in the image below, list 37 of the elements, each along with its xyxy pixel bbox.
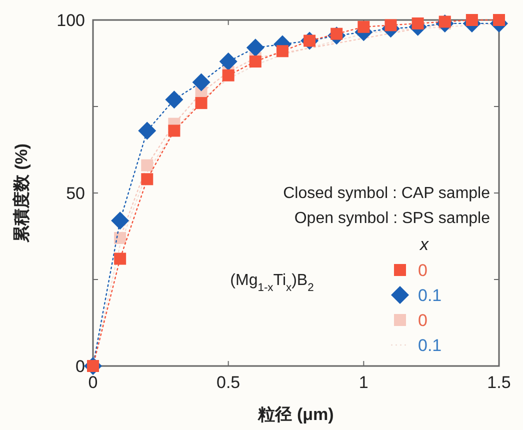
point	[412, 17, 424, 30]
y-axis-title: 累積度数 (%)	[12, 143, 31, 244]
point	[138, 122, 156, 140]
point	[141, 173, 154, 186]
legend-label: 0	[418, 311, 428, 330]
annotation: Open symbol : SPS sample	[294, 210, 490, 227]
point	[493, 14, 505, 26]
y-tick-label: 50	[66, 184, 85, 203]
point	[168, 124, 180, 137]
legend-label: 0	[418, 261, 428, 280]
point	[219, 52, 238, 71]
annotation: Closed symbol : CAP sample	[283, 185, 490, 202]
point	[358, 20, 370, 33]
x-axis-title: 粒径 (μm)	[257, 405, 334, 424]
point	[195, 97, 208, 110]
y-tick-label: 0	[76, 357, 85, 376]
point	[276, 45, 288, 58]
x-tick-label: 0.5	[216, 373, 240, 392]
x-tick-label: 0	[88, 373, 98, 392]
point	[165, 90, 184, 109]
annotation: (Mg$_{1-x}$Ti$_{x}$)B$_{2}$	[230, 272, 314, 294]
point	[222, 69, 234, 82]
x-tick-label: 1	[358, 373, 368, 392]
point	[249, 56, 262, 68]
point	[141, 159, 154, 172]
y-tick-label: 100	[56, 11, 85, 30]
point	[111, 212, 130, 230]
legend-label: 0.1	[418, 286, 442, 305]
legend-label: 0.1	[418, 336, 442, 355]
x-tick-label: 1.5	[487, 373, 511, 392]
point	[246, 38, 264, 57]
point	[192, 73, 210, 92]
point	[114, 252, 126, 265]
point	[466, 14, 478, 26]
legend-title: x	[419, 235, 429, 254]
point	[114, 232, 126, 244]
point	[384, 19, 397, 32]
